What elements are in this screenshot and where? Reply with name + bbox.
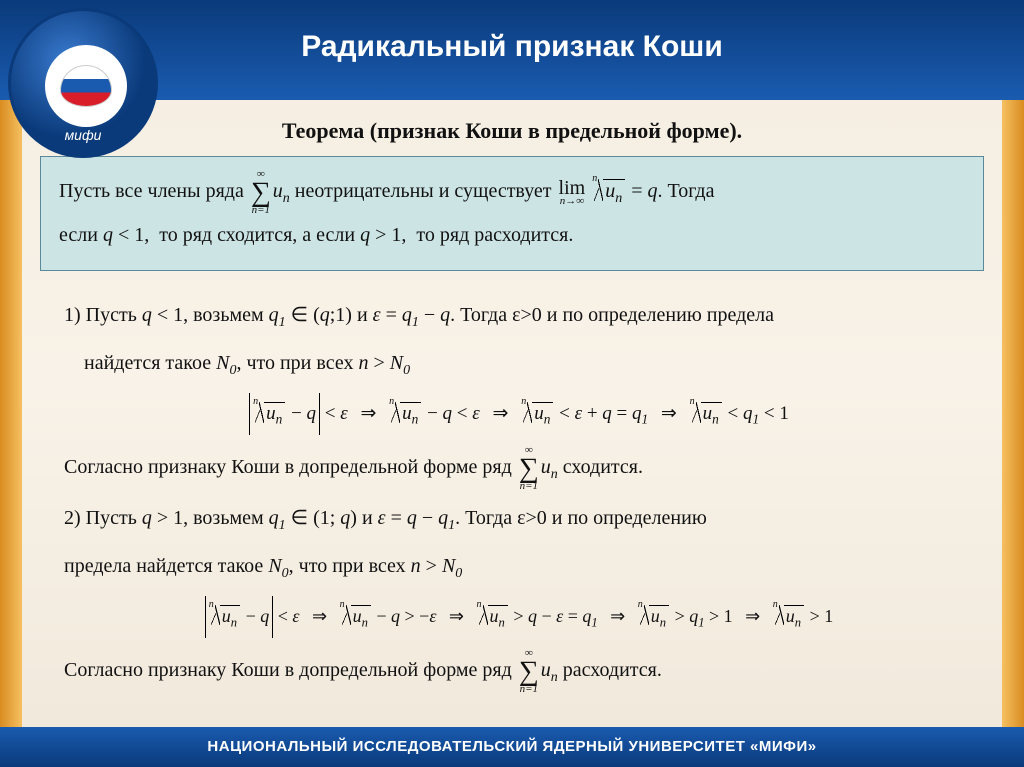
case2-conc-a: Согласно признаку Коши в допредельной фо… [64,659,517,681]
case2-line1: 2) Пусть q > 1, возьмем q1 ∈ (1; q) и ε … [64,498,974,540]
case1-conc-a: Согласно признаку Коши в допредельной фо… [64,456,517,478]
case2-t3: и [362,507,378,529]
case1-t2: возьмем [193,304,269,326]
case1-t3: и [357,304,373,326]
logo-inner [45,45,127,127]
case2-t2: возьмем [193,507,269,529]
sigma-lower: n=1 [251,205,271,216]
case1-conclusion: Согласно признаку Коши в допредельной фо… [64,445,974,492]
theorem-heading: Теорема (признак Коши в предельной форме… [40,118,984,144]
sigma-symbol-2: ∞∑n=1 [519,445,539,492]
sigma-symbol-3: ∞∑n=1 [519,648,539,695]
side-band-right [1002,100,1024,727]
theorem-text-1: Пусть все члены ряда [59,180,249,202]
logo-label: мифи [11,127,155,143]
footer-band: НАЦИОНАЛЬНЫЙ ИССЛЕДОВАТЕЛЬСКИЙ ЯДЕРНЫЙ У… [0,727,1024,767]
logo-flag-icon [60,65,112,107]
side-band-left [0,100,22,727]
theorem-text-3: Тогда [668,180,715,202]
proof-body: 1) Пусть q < 1, возьмем q1 ∈ (q;1) и ε =… [40,291,984,695]
sigma-symbol: ∞ ∑ n=1 [251,169,271,216]
limit-symbol: lim n→∞ [559,178,586,207]
case2-conclusion: Согласно признаку Коши в допредельной фо… [64,648,974,695]
slide-content: Теорема (признак Коши в предельной форме… [40,110,984,715]
case2-t4: Тогда ε>0 и по определению [465,507,707,529]
case2-chain: nun − q < ε ⇒ nun − q > −ε ⇒ nun > q − ε… [64,596,974,638]
theorem-text-4: если q < 1, то ряд сходится, а если q > … [59,224,573,246]
case2-line2: предела найдется такое N0, что при всех … [64,546,974,588]
case2-t1: 2) Пусть [64,507,142,529]
case1-chain: nun − q < ε ⇒ nun − q < ε ⇒ nun < ε + q … [64,393,974,435]
case1-line1: 1) Пусть q < 1, возьмем q1 ∈ (q;1) и ε =… [64,295,974,337]
case1-t1: 1) Пусть [64,304,142,326]
case1-conc-b: сходится. [563,456,643,478]
theorem-text-2: неотрицательны и существует [295,180,557,202]
limit-sub: n→∞ [559,196,586,207]
theorem-box: Пусть все члены ряда ∞ ∑ n=1 un неотрица… [40,156,984,271]
nth-root: nun [593,172,625,212]
case1-t4: Тогда ε>0 и по определению предела [460,304,774,326]
case2-conc-b: расходится. [563,659,662,681]
university-logo: мифи [8,8,158,158]
case1-line2: найдется такое N0, что при всех n > N0 [64,343,974,385]
